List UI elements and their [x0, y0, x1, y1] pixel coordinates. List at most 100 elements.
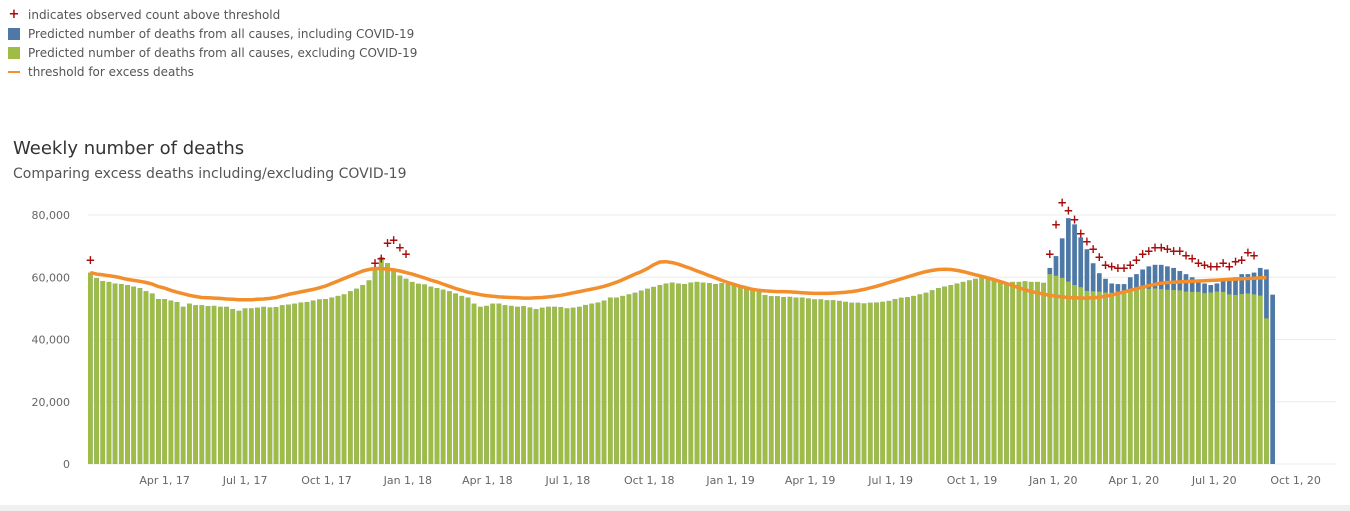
bar-excluding: [255, 307, 260, 464]
bar-excluding: [112, 283, 118, 464]
bar-excluding: [546, 306, 551, 464]
bar-excluding: [867, 302, 873, 464]
bar-excluding: [1084, 290, 1090, 464]
bar-excluding: [911, 295, 916, 464]
bar-excluding: [812, 299, 817, 464]
bar-excluding: [781, 297, 786, 464]
bar-excluding: [539, 307, 545, 464]
bar-excluding: [731, 285, 737, 464]
bar-excluding: [385, 263, 390, 464]
bar-excluding: [991, 280, 997, 464]
bar-excluding: [1041, 282, 1046, 464]
observed-marker: +: [1107, 259, 1117, 273]
bar-excluding: [985, 278, 991, 464]
observed-marker: +: [1144, 244, 1154, 258]
blue-swatch-icon: [8, 27, 20, 40]
observed-marker: +: [1181, 248, 1191, 262]
bar-excluding: [645, 288, 650, 464]
bar-excluding: [453, 293, 458, 464]
bar-excluding: [626, 294, 632, 464]
legend-label: indicates observed count above threshold: [28, 7, 281, 22]
bar-excluding: [1047, 274, 1053, 464]
bar-excluding: [521, 306, 526, 464]
bar-excluding: [905, 297, 910, 464]
bar-excluding: [886, 300, 892, 464]
observed-marker: +: [1125, 258, 1135, 272]
bar-excluding: [335, 295, 341, 464]
legend-item-including-covid[interactable]: Predicted number of deaths from all caus…: [8, 24, 417, 43]
observed-marker: +: [1200, 258, 1210, 272]
bar-excluding: [929, 290, 935, 464]
bar-excluding: [496, 303, 502, 464]
y-tick-label: 60,000: [32, 271, 71, 284]
bar-excluding: [1220, 291, 1226, 464]
observed-marker: +: [1138, 247, 1148, 261]
observed-marker: +: [1243, 245, 1253, 259]
legend-item-threshold[interactable]: threshold for excess deaths: [8, 62, 417, 81]
bar-excluding: [824, 300, 830, 464]
bar-excluding: [942, 286, 947, 464]
bar-excluding: [836, 300, 842, 464]
observed-marker: +: [1169, 244, 1179, 258]
bar-excluding: [502, 305, 508, 464]
bar-excluding: [118, 284, 124, 464]
bar-excluding: [1022, 281, 1028, 464]
bar-excluding: [125, 285, 130, 464]
bar-excluding: [211, 305, 217, 464]
observed-markers: + ++++++ +++++++++++++++++++++++++++++++++…: [85, 196, 1259, 275]
bar-excluding: [508, 305, 514, 464]
bar-excluding: [205, 306, 211, 464]
bar-excluding: [447, 291, 452, 464]
bars-excluding-covid: [88, 257, 1269, 464]
bar-excluding: [713, 284, 718, 464]
bar-excluding: [843, 301, 848, 464]
bar-excluding: [1115, 291, 1121, 464]
legend-label: Predicted number of deaths from all caus…: [28, 26, 415, 41]
y-tick-label: 80,000: [32, 209, 71, 222]
x-tick-label: Jul 1, 19: [867, 474, 913, 487]
x-tick-label: Apr 1, 19: [785, 474, 836, 487]
bottom-scrollbar[interactable]: [0, 505, 1350, 511]
x-tick-label: Jul 1, 20: [1191, 474, 1237, 487]
threshold-line: [89, 259, 1267, 302]
bar-excluding: [137, 288, 143, 464]
x-tick-label: Jul 1, 17: [222, 474, 268, 487]
bar-excluding: [1171, 290, 1176, 464]
bar-excluding: [669, 282, 675, 464]
legend-item-excluding-covid[interactable]: Predicted number of deaths from all caus…: [8, 43, 417, 62]
x-tick-label: Oct 1, 20: [1270, 474, 1321, 487]
bar-excluding: [787, 296, 793, 464]
bar-excluding: [979, 277, 985, 464]
observed-marker: +: [85, 253, 95, 267]
bar-excluding: [168, 300, 174, 464]
bar-excluding: [917, 294, 923, 464]
bar-excluding: [589, 303, 595, 464]
bar-excluding: [1152, 288, 1158, 464]
bar-excluding: [187, 303, 192, 464]
x-tick-label: Jan 1, 19: [705, 474, 754, 487]
bar-excluding: [354, 288, 359, 464]
bar-excluding: [515, 306, 520, 464]
x-tick-label: Oct 1, 17: [301, 474, 352, 487]
observed-marker: +: [1193, 256, 1203, 270]
bar-excluding: [527, 307, 533, 464]
bar-excluding: [583, 304, 588, 464]
observed-marker: +: [1088, 242, 1098, 256]
bar-excluding: [1121, 290, 1127, 464]
bar-excluding: [874, 302, 879, 464]
bar-excluding: [323, 299, 328, 464]
bar-excluding: [651, 286, 656, 464]
x-tick-label: Jan 1, 18: [383, 474, 432, 487]
bar-excluding: [366, 280, 372, 464]
observed-marker: +: [1175, 244, 1185, 258]
bar-excluding: [403, 278, 409, 464]
legend-item-observed[interactable]: + indicates observed count above thresho…: [8, 5, 417, 24]
observed-marker: +: [1045, 247, 1055, 261]
x-tick-label: Jan 1, 20: [1028, 474, 1077, 487]
green-swatch-icon: [8, 46, 20, 59]
bar-excluding: [688, 282, 694, 464]
bar-excluding: [1251, 294, 1257, 464]
bar-excluding: [1257, 295, 1263, 464]
bar-excluding: [409, 281, 415, 464]
